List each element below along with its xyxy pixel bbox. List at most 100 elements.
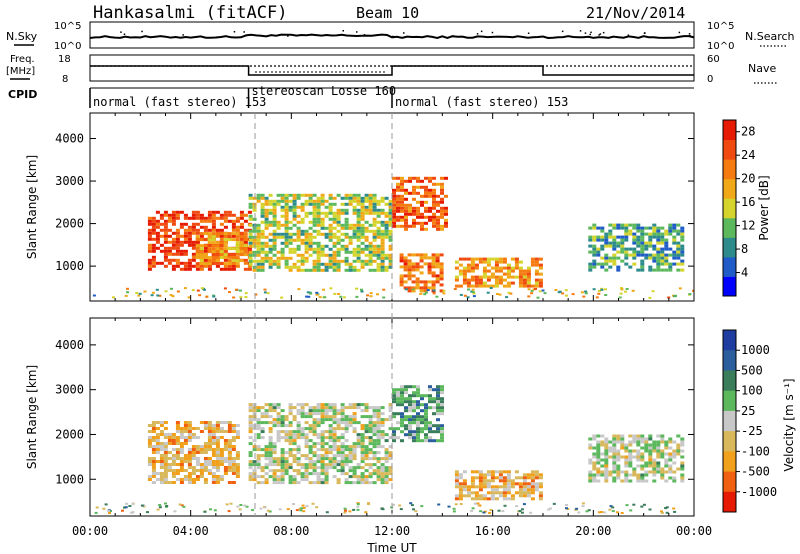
heatmap-cell [248, 460, 253, 464]
heatmap-cell [423, 280, 428, 284]
heatmap-cell [288, 220, 293, 224]
heatmap-cell [416, 424, 420, 428]
heatmap-cell [163, 252, 168, 256]
heatmap-cell [471, 291, 475, 293]
heatmap-cell [332, 421, 337, 425]
heatmap-cell [203, 478, 208, 481]
heatmap-cell [320, 247, 325, 251]
heatmap-cell [660, 235, 665, 239]
heatmap-cell [372, 433, 377, 437]
heatmap-cell [534, 488, 539, 492]
heatmap-cell [364, 247, 369, 251]
heatmap-cell [364, 427, 369, 431]
heatmap-cell [416, 415, 420, 419]
heatmap-cell [151, 472, 156, 475]
heatmap-cell [352, 442, 357, 446]
heatmap-cell [284, 430, 289, 434]
heatmap-cell [396, 188, 400, 192]
power-colorbar-swatch [723, 178, 736, 199]
heatmap-cell [352, 268, 357, 272]
heatmap-cell [343, 511, 347, 514]
heatmap-cell [336, 193, 341, 197]
heatmap-cell [227, 448, 232, 451]
heatmap-cell [388, 244, 393, 248]
heatmap-cell [248, 250, 253, 254]
heatmap-cell [404, 197, 408, 201]
heatmap-cell [268, 415, 273, 419]
heatmap-cell [300, 466, 305, 470]
heatmap-cell [288, 238, 293, 242]
heatmap-cell [664, 452, 669, 456]
heatmap-cell [644, 479, 649, 483]
heatmap-cell [636, 241, 641, 245]
heatmap-cell [376, 409, 381, 413]
heatmap-cell [219, 247, 224, 251]
heatmap-cell [482, 284, 487, 288]
heatmap-cell [652, 449, 657, 453]
heatmap-cell [392, 194, 396, 198]
heatmap-cell [384, 472, 389, 476]
heatmap-cell [207, 421, 212, 424]
heatmap-cell [320, 250, 325, 254]
heatmap-cell [656, 256, 661, 260]
heatmap-cell [364, 259, 369, 263]
velocity-colorbar-frame [722, 329, 737, 513]
heatmap-cell [344, 415, 349, 419]
heatmap-cell [187, 243, 192, 247]
heatmap-cell [454, 482, 459, 486]
nsearch-point [356, 31, 358, 33]
heatmap-cell [300, 454, 305, 458]
heatmap-cell [660, 437, 665, 441]
heatmap-cell [612, 455, 617, 459]
heatmap-cell [300, 241, 305, 245]
heatmap-cell [620, 512, 624, 514]
heatmap-cell [252, 238, 257, 242]
heatmap-cell [215, 424, 220, 427]
heatmap-cell [304, 214, 309, 218]
heatmap-cell [575, 507, 579, 510]
heatmap-cell [399, 508, 403, 511]
heatmap-cell [412, 409, 416, 413]
heatmap-cell [668, 268, 673, 272]
heatmap-cell [356, 478, 361, 482]
heatmap-cell [636, 229, 641, 233]
heatmap-cell [352, 448, 357, 452]
heatmap-cell [620, 244, 625, 248]
heatmap-cell [260, 268, 265, 272]
heatmap-cell [199, 219, 204, 223]
heatmap-cell [284, 472, 289, 476]
heatmap-cell [155, 439, 160, 442]
heatmap-cell [336, 454, 341, 458]
heatmap-cell [592, 226, 597, 230]
heatmap-cell [588, 461, 593, 465]
heatmap-cell [466, 494, 471, 498]
heatmap-cell [408, 176, 412, 180]
heatmap-cell [462, 281, 467, 285]
heatmap-cell [227, 463, 232, 466]
heatmap-cell [316, 268, 321, 272]
heatmap-cell [440, 406, 444, 410]
heatmap-cell [388, 259, 393, 263]
heatmap-cell [478, 488, 483, 492]
heatmap-cell [360, 211, 365, 215]
heatmap-cell [486, 257, 491, 261]
heatmap-cell [473, 502, 477, 505]
heatmap-cell [585, 510, 589, 513]
heatmap-cell [490, 266, 495, 270]
heatmap-cell [191, 451, 196, 454]
heatmap-cell [223, 213, 228, 217]
heatmap-cell [248, 451, 253, 455]
heatmap-cell [466, 269, 471, 273]
heatmap-cell [376, 451, 381, 455]
heatmap-cell [672, 238, 677, 242]
heatmap-cell [199, 249, 204, 253]
heatmap-cell [199, 216, 204, 220]
heatmap-cell [264, 445, 269, 449]
heatmap-cell [248, 241, 253, 245]
heatmap-cell [380, 436, 385, 440]
heatmap-cell [624, 250, 629, 254]
heatmap-cell [656, 229, 661, 233]
heatmap-cell [458, 272, 463, 276]
heatmap-cell [304, 235, 309, 239]
